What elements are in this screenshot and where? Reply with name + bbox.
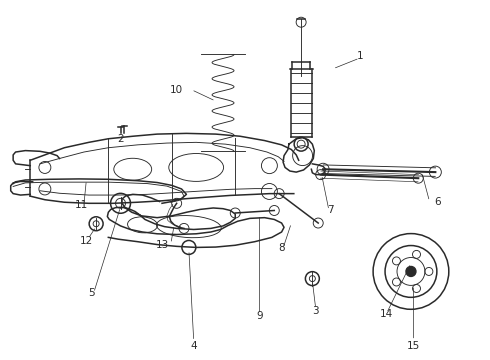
Text: 10: 10: [170, 85, 183, 95]
Text: 7: 7: [327, 206, 334, 216]
Text: 13: 13: [155, 239, 169, 249]
Text: 9: 9: [256, 311, 263, 321]
Text: 12: 12: [80, 236, 93, 246]
Text: 3: 3: [313, 306, 319, 316]
Text: 14: 14: [380, 310, 393, 319]
Text: 15: 15: [407, 341, 420, 351]
Text: 5: 5: [88, 288, 95, 298]
Text: 11: 11: [75, 200, 88, 210]
Circle shape: [406, 266, 416, 276]
Text: 1: 1: [356, 51, 363, 61]
Text: 8: 8: [278, 243, 285, 253]
Text: 4: 4: [191, 341, 197, 351]
Text: 6: 6: [435, 197, 441, 207]
Text: 2: 2: [117, 134, 124, 144]
